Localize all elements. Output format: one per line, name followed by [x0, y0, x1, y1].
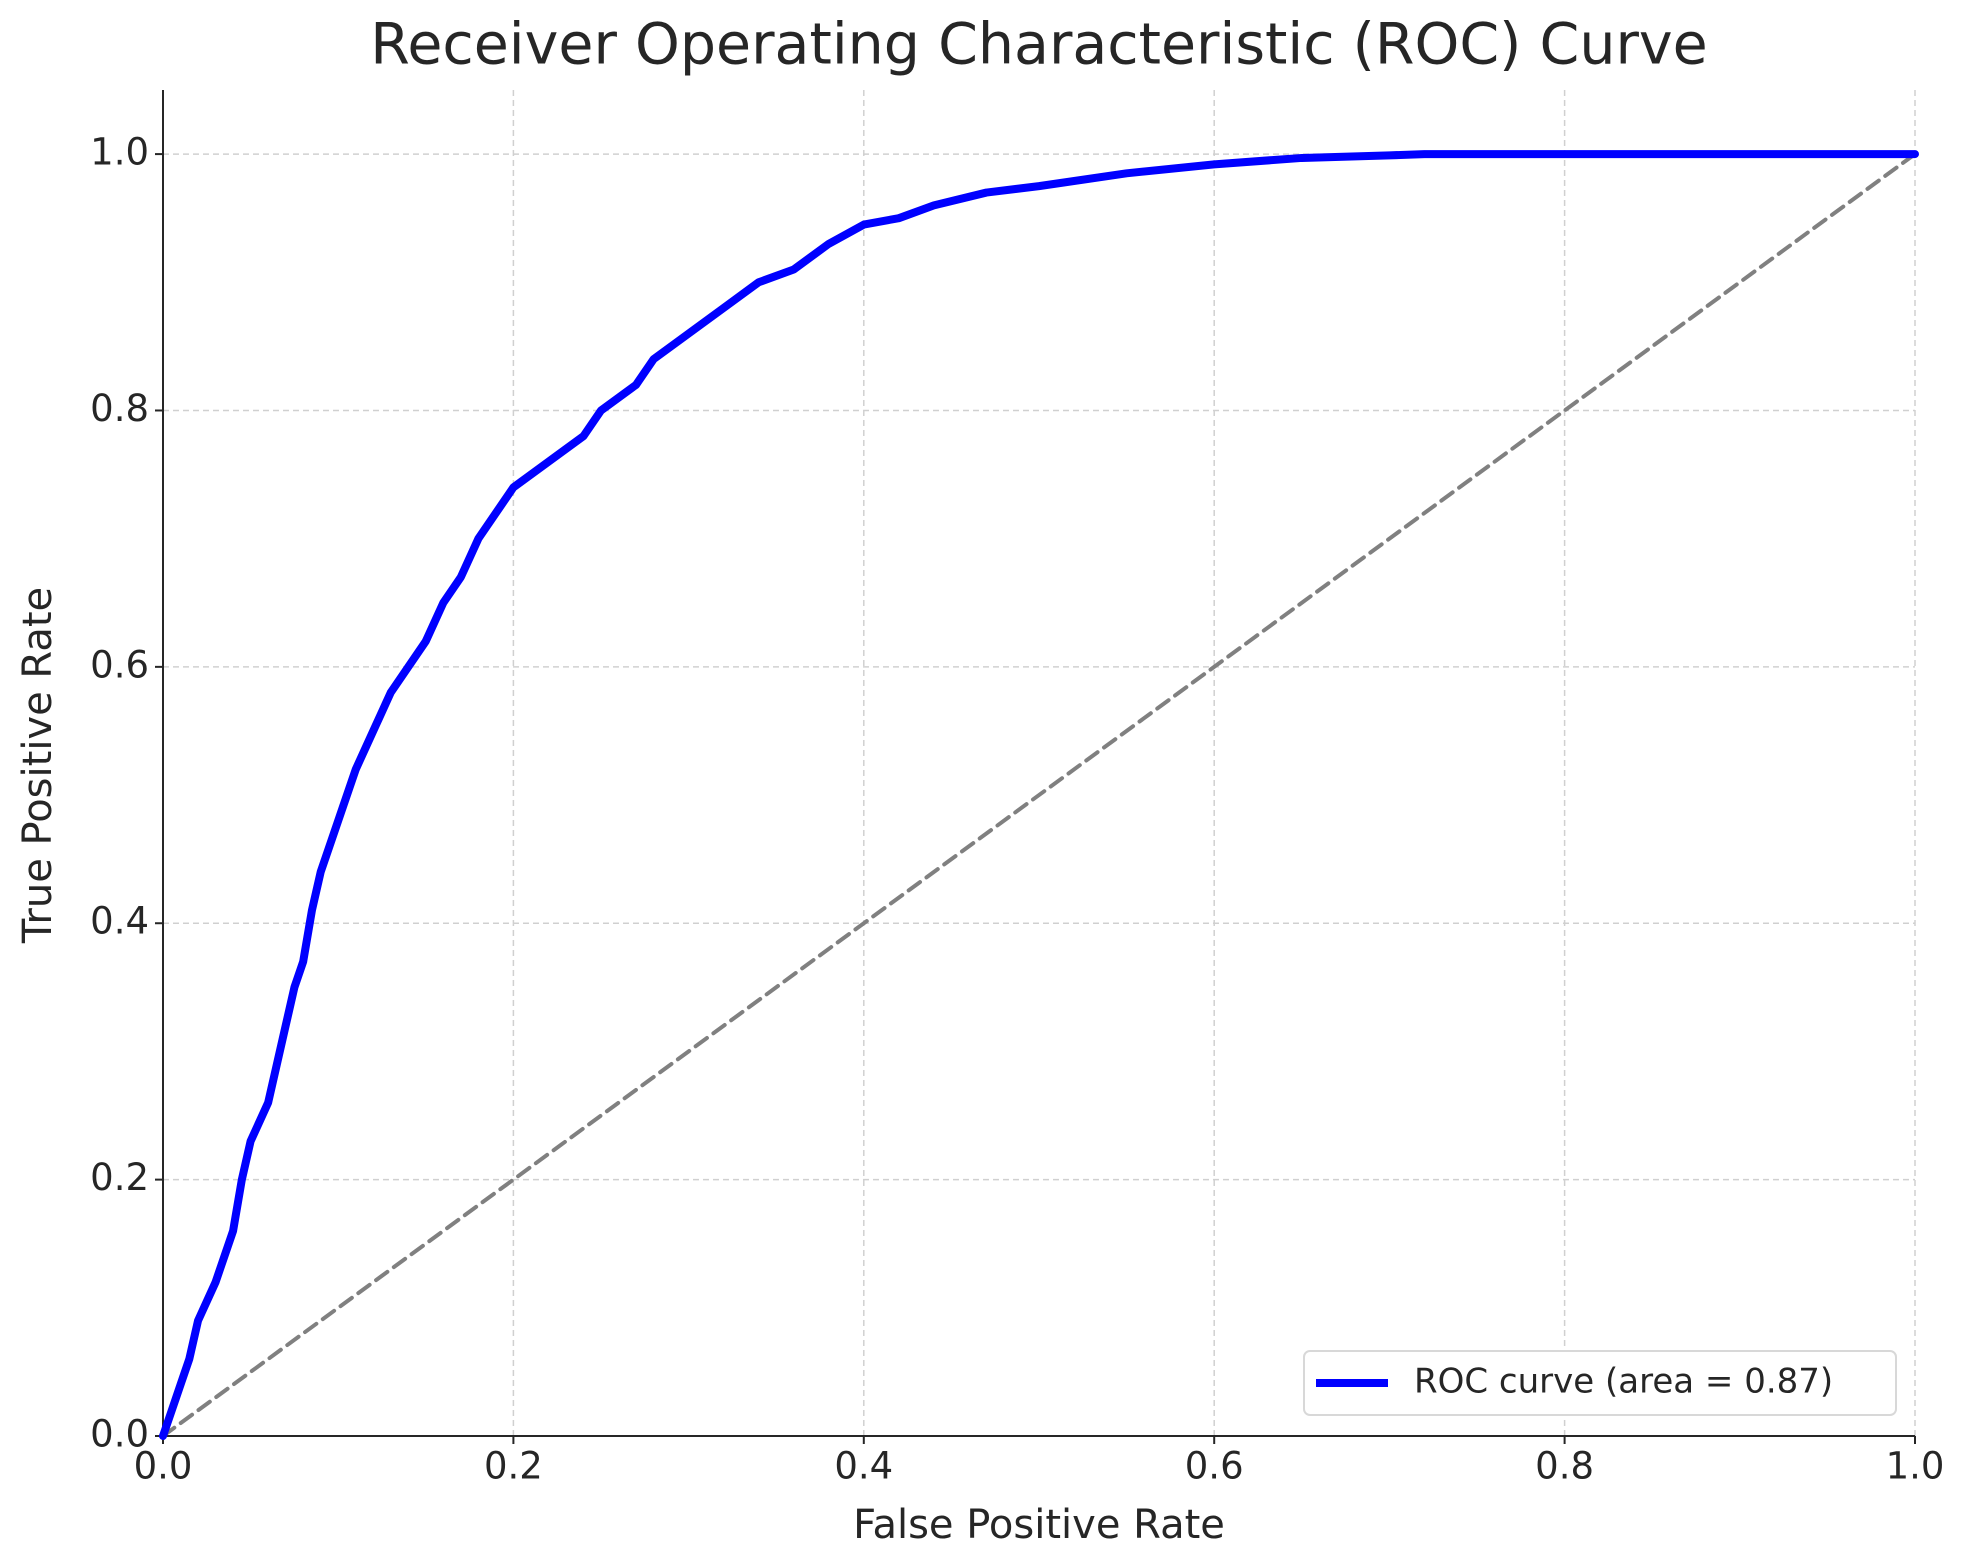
legend-label: ROC curve (area = 0.87) [1414, 1362, 1833, 1402]
x-tick-label: 0.6 [1185, 1445, 1244, 1488]
x-tick-label: 0.8 [1535, 1445, 1594, 1488]
x-tick-label: 0.4 [834, 1445, 893, 1488]
chart-title: Receiver Operating Characteristic (ROC) … [370, 12, 1707, 78]
x-tick-label: 1.0 [1886, 1445, 1945, 1488]
legend-box [1303, 1350, 1897, 1416]
y-tick-label: 0.2 [90, 1156, 149, 1199]
y-tick-label: 0.8 [90, 387, 149, 430]
y-tick-label: 0.0 [90, 1413, 149, 1456]
y-tick-label: 0.6 [90, 643, 149, 686]
y-axis-label: True Positive Rate [15, 587, 61, 944]
roc-line [159, 150, 1919, 1440]
x-tick-label: 0.0 [134, 1445, 193, 1488]
reference-line [161, 152, 1917, 1438]
x-axis-label: False Positive Rate [853, 1502, 1225, 1548]
x-tick-label: 0.2 [484, 1445, 543, 1488]
y-tick-label: 1.0 [90, 131, 149, 174]
y-tick-label: 0.4 [90, 900, 149, 943]
